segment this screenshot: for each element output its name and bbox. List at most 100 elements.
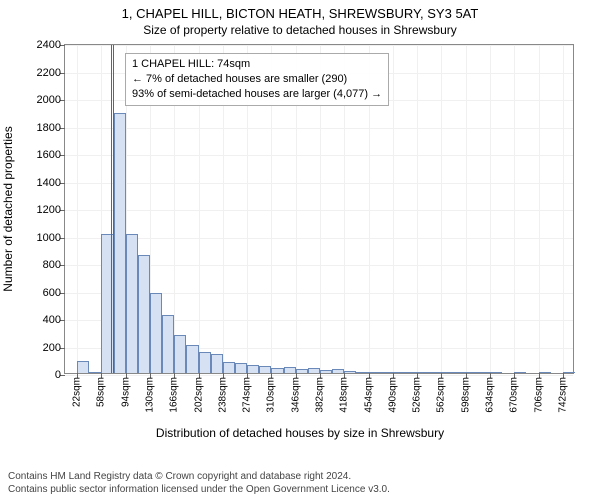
y-tick-label: 2400 bbox=[37, 39, 65, 51]
annotation-box: 1 CHAPEL HILL: 74sqm← 7% of detached hou… bbox=[125, 53, 389, 106]
x-tick-label: 166sqm bbox=[169, 373, 180, 413]
marker-line bbox=[113, 45, 114, 373]
x-tick-label: 706sqm bbox=[533, 373, 544, 413]
histogram-bar bbox=[429, 372, 441, 373]
y-axis-label: Number of detached properties bbox=[1, 126, 15, 291]
grid-line-v bbox=[417, 45, 418, 373]
y-tick-label: 400 bbox=[43, 314, 65, 326]
histogram-bar bbox=[174, 335, 186, 374]
y-tick-label: 0 bbox=[55, 369, 65, 381]
attribution-text: Contains HM Land Registry data © Crown c… bbox=[8, 470, 390, 496]
x-tick-label: 346sqm bbox=[290, 373, 301, 413]
attribution-line-2: Contains public sector information licen… bbox=[8, 483, 390, 496]
histogram-bar bbox=[539, 372, 551, 373]
grid-line-v bbox=[490, 45, 491, 373]
histogram-bar bbox=[308, 368, 320, 373]
y-tick-label: 1200 bbox=[37, 204, 65, 216]
histogram-bar bbox=[259, 366, 271, 373]
grid-line-h bbox=[65, 155, 573, 156]
y-tick-label: 1400 bbox=[37, 177, 65, 189]
histogram-bar bbox=[199, 352, 211, 373]
x-tick-label: 274sqm bbox=[242, 373, 253, 413]
x-axis-label: Distribution of detached houses by size … bbox=[0, 426, 600, 440]
annotation-line: 93% of semi-detached houses are larger (… bbox=[132, 87, 382, 102]
histogram-bar bbox=[320, 370, 332, 373]
grid-line-h bbox=[65, 183, 573, 184]
histogram-bar bbox=[235, 363, 247, 373]
annotation-line: 1 CHAPEL HILL: 74sqm bbox=[132, 57, 382, 72]
x-tick-label: 742sqm bbox=[557, 373, 568, 413]
histogram-bar bbox=[441, 372, 453, 373]
x-tick-label: 562sqm bbox=[436, 373, 447, 413]
grid-line-v bbox=[539, 45, 540, 373]
y-tick-label: 1000 bbox=[37, 232, 65, 244]
grid-line-h bbox=[65, 210, 573, 211]
histogram-bar bbox=[393, 372, 405, 373]
grid-line-v bbox=[441, 45, 442, 373]
y-tick-label: 800 bbox=[43, 259, 65, 271]
histogram-bar bbox=[417, 372, 429, 373]
histogram-bar bbox=[381, 372, 393, 373]
grid-line-v bbox=[393, 45, 394, 373]
x-tick-label: 418sqm bbox=[339, 373, 350, 413]
histogram-bar bbox=[114, 113, 126, 373]
histogram-bar bbox=[211, 354, 223, 373]
histogram-bar bbox=[514, 372, 526, 373]
histogram-bar bbox=[138, 255, 150, 373]
histogram-bar bbox=[247, 365, 259, 373]
y-tick-label: 1600 bbox=[37, 149, 65, 161]
histogram-bar bbox=[296, 369, 308, 373]
x-tick-label: 22sqm bbox=[72, 373, 83, 407]
x-tick-label: 598sqm bbox=[460, 373, 471, 413]
histogram-bar bbox=[454, 372, 466, 373]
y-tick-label: 200 bbox=[43, 342, 65, 354]
histogram-bar bbox=[369, 372, 381, 373]
y-tick-label: 1800 bbox=[37, 122, 65, 134]
histogram-bar bbox=[150, 293, 162, 373]
x-tick-label: 526sqm bbox=[412, 373, 423, 413]
histogram-bar bbox=[223, 362, 235, 373]
histogram-bar bbox=[89, 372, 101, 373]
x-tick-label: 382sqm bbox=[315, 373, 326, 413]
grid-line-h bbox=[65, 238, 573, 239]
histogram-bar bbox=[478, 372, 490, 373]
histogram-bar bbox=[186, 345, 198, 373]
chart-title: 1, CHAPEL HILL, BICTON HEATH, SHREWSBURY… bbox=[0, 0, 600, 21]
x-tick-label: 94sqm bbox=[120, 373, 131, 407]
attribution-line-1: Contains HM Land Registry data © Crown c… bbox=[8, 470, 390, 483]
histogram-bar bbox=[126, 234, 138, 373]
histogram-bar bbox=[466, 372, 478, 373]
x-tick-label: 310sqm bbox=[266, 373, 277, 413]
grid-line-h bbox=[65, 128, 573, 129]
x-tick-label: 634sqm bbox=[485, 373, 496, 413]
histogram-bar bbox=[77, 361, 89, 373]
histogram-bar bbox=[162, 315, 174, 373]
annotation-line: ← 7% of detached houses are smaller (290… bbox=[132, 72, 382, 87]
y-tick-label: 2000 bbox=[37, 94, 65, 106]
grid-line-v bbox=[466, 45, 467, 373]
histogram-bar bbox=[405, 372, 417, 373]
x-tick-label: 130sqm bbox=[145, 373, 156, 413]
grid-line-h bbox=[65, 45, 573, 46]
grid-line-v bbox=[563, 45, 564, 373]
x-tick-label: 454sqm bbox=[363, 373, 374, 413]
y-tick-label: 2200 bbox=[37, 67, 65, 79]
marker-line bbox=[111, 45, 112, 373]
grid-line-v bbox=[514, 45, 515, 373]
histogram-bar bbox=[271, 368, 283, 374]
x-tick-label: 490sqm bbox=[387, 373, 398, 413]
x-tick-label: 670sqm bbox=[509, 373, 520, 413]
chart-plot-area: 0200400600800100012001400160018002000220… bbox=[64, 44, 574, 374]
histogram-bar bbox=[284, 367, 296, 373]
histogram-bar bbox=[356, 372, 368, 373]
grid-line-v bbox=[77, 45, 78, 373]
histogram-bar bbox=[332, 369, 344, 373]
histogram-bar bbox=[563, 372, 575, 373]
x-tick-label: 202sqm bbox=[193, 373, 204, 413]
histogram-bar bbox=[490, 372, 502, 373]
histogram-bar bbox=[344, 371, 356, 373]
x-tick-label: 238sqm bbox=[217, 373, 228, 413]
chart-subtitle: Size of property relative to detached ho… bbox=[0, 21, 600, 43]
x-tick-label: 58sqm bbox=[96, 373, 107, 407]
y-tick-label: 600 bbox=[43, 287, 65, 299]
